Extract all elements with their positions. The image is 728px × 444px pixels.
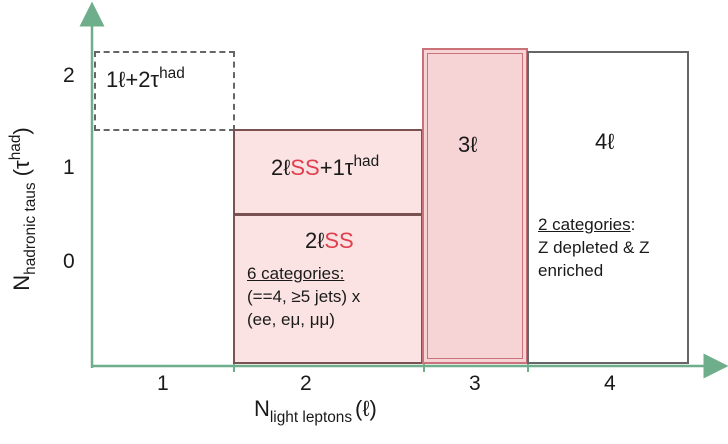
x-title-main: N	[254, 396, 270, 421]
x-axis-title: Nlight leptons (ℓ)	[254, 396, 377, 426]
box-4l-note-colon: :	[630, 215, 636, 234]
y-title-paren-close: )	[9, 127, 34, 135]
x-tick-2: 2	[300, 372, 312, 395]
box-2lss-1tau: 2ℓSS+1τhad	[233, 129, 423, 215]
box-2lss-1tau-sup: had	[353, 153, 380, 170]
box-2lss-note-line2: (==4, ≥5 jets) x	[247, 287, 361, 306]
box-2lss-prefix: 2ℓ	[305, 228, 325, 253]
box-4l-note-title: 2 categories	[538, 215, 631, 234]
y-tick-1: 1	[63, 156, 75, 179]
box-2lss-note-title: 6 categories:	[247, 264, 345, 283]
box-4l: 4ℓ 2 categories: Z depleted & Z enriched	[527, 51, 689, 364]
box-2lss-1tau-label: 2ℓSS+1τhad	[271, 153, 380, 181]
box-4l-note: 2 categories: Z depleted & Z enriched	[538, 213, 650, 282]
box-2lss-1tau-ss: SS	[290, 155, 320, 180]
box-3l-label: 3ℓ	[458, 132, 478, 157]
box-2lss-label: 2ℓSS	[305, 228, 354, 254]
box-4l-label: 4ℓ	[595, 129, 615, 154]
y-title-sup: had	[7, 134, 24, 161]
x-title-symbol: (ℓ)	[355, 396, 377, 421]
box-2lss: 2ℓSS 6 categories: (==4, ≥5 jets) x (ee,…	[233, 214, 423, 364]
y-title-main: N	[9, 274, 34, 291]
box-4l-note-line2: Z depleted & Z	[538, 238, 650, 257]
box-1l-2tau: 1ℓ+2τhad	[94, 51, 235, 131]
box-2lss-1tau-suffix: +1τ	[319, 155, 354, 180]
box-2lss-1tau-prefix: 2ℓ	[271, 155, 291, 180]
y-tick-0: 0	[63, 250, 75, 273]
box-1l-2tau-main: 1ℓ+2τ	[106, 67, 160, 92]
box-1l-2tau-label: 1ℓ+2τhad	[106, 65, 185, 93]
y-title-sub: hadronic taus	[22, 182, 39, 275]
y-title-paren: (τ	[9, 160, 34, 177]
box-3l: 3ℓ	[422, 48, 528, 364]
box-2lss-ss: SS	[324, 228, 354, 253]
y-axis-title: Nhadronic taus (τhad)	[7, 79, 39, 339]
box-3l-inner-border	[427, 53, 523, 359]
x-tick-1: 1	[157, 372, 169, 395]
y-tick-2: 2	[63, 64, 75, 87]
x-tick-3: 3	[469, 372, 481, 395]
box-2lss-note-line3: (ee, eμ, μμ)	[247, 310, 335, 329]
x-title-sub: light leptons	[269, 409, 353, 426]
x-tick-4: 4	[604, 372, 616, 395]
box-2lss-note: 6 categories: (==4, ≥5 jets) x (ee, eμ, …	[247, 262, 360, 331]
box-4l-note-line3: enriched	[538, 261, 604, 280]
box-1l-2tau-sup: had	[159, 65, 185, 82]
